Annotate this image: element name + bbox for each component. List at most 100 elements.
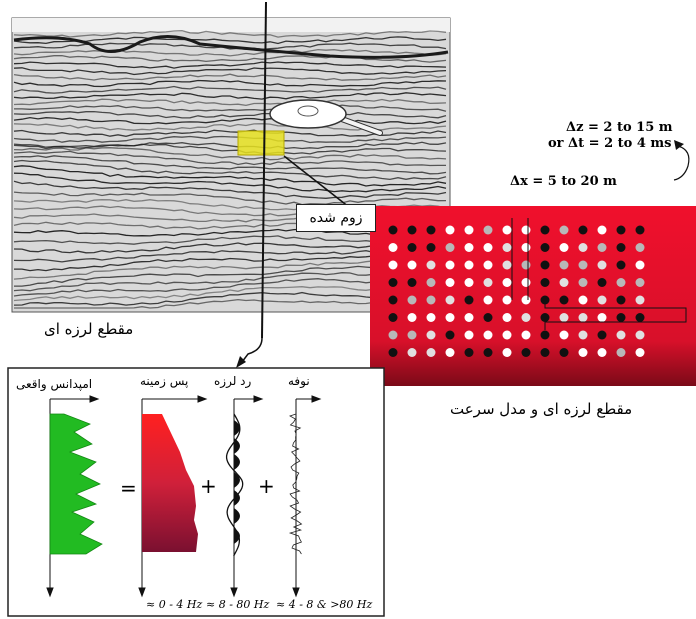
seismic-trace-lobe xyxy=(234,454,240,470)
velocity-model-dot xyxy=(502,348,512,357)
velocity-model-label: مقطع لرزه ای و مدل سرعت xyxy=(450,400,633,418)
velocity-model-dot xyxy=(597,295,607,305)
velocity-model-dot xyxy=(597,243,607,252)
velocity-model-dot xyxy=(464,260,474,270)
velocity-model-dot xyxy=(502,278,512,287)
seismic-trace-lobe xyxy=(234,490,240,506)
velocity-model-dot xyxy=(521,278,531,287)
velocity-model-dot xyxy=(464,348,474,357)
velocity-model-dot xyxy=(407,330,417,340)
velocity-model-dot xyxy=(464,313,474,322)
seismic-trace-lobes xyxy=(234,420,240,544)
seismic-trace-lobe xyxy=(234,528,240,544)
velocity-model-dot xyxy=(445,348,455,357)
velocity-model-dot xyxy=(445,260,455,270)
velocity-model-dot xyxy=(388,225,398,235)
velocity-model-dot xyxy=(483,348,493,357)
magnifier-icon xyxy=(269,99,383,136)
noise-frequency: ≈ 4 - 8 & >80 Hz xyxy=(276,598,373,611)
velocity-model-dot xyxy=(407,260,417,270)
seismic-trace-lobe xyxy=(234,472,240,488)
dx-parameter: Δx = 5 to 20 m xyxy=(510,174,617,189)
velocity-model-dot xyxy=(578,243,588,252)
velocity-model-dot xyxy=(464,243,474,252)
velocity-model-dot xyxy=(540,260,550,270)
velocity-model-dot xyxy=(597,260,607,270)
velocity-model-dot xyxy=(578,295,588,305)
velocity-model-dot xyxy=(635,330,645,340)
velocity-model-dot xyxy=(521,330,531,340)
velocity-model-dot xyxy=(464,330,474,340)
zoom-region-highlight xyxy=(237,130,285,156)
zoom-label: زوم شده xyxy=(296,204,376,232)
velocity-model-dot xyxy=(407,278,417,287)
velocity-model-dot xyxy=(426,260,436,270)
equals-sign: = xyxy=(120,476,137,500)
velocity-model-dot xyxy=(502,330,512,340)
dz-curved-arrow xyxy=(673,145,690,181)
velocity-model-dot xyxy=(559,330,569,340)
velocity-model-dot xyxy=(502,260,512,270)
impedance-label: امپدانس واقعی xyxy=(16,377,93,391)
velocity-model-dot xyxy=(407,348,417,357)
velocity-model-dot xyxy=(578,278,588,287)
velocity-model-dot xyxy=(559,243,569,252)
velocity-model-dot xyxy=(388,278,398,287)
velocity-model-dot xyxy=(635,278,645,287)
velocity-model-dot xyxy=(635,225,645,235)
velocity-model-dot xyxy=(597,225,607,235)
velocity-model-dot xyxy=(540,243,550,252)
background-label: پس زمینه xyxy=(140,374,189,388)
velocity-model-dot xyxy=(616,225,626,235)
velocity-model-dot xyxy=(559,225,569,235)
background-frequency: ≈ 0 - 4 Hz xyxy=(146,598,203,611)
velocity-model-dot xyxy=(445,295,455,305)
velocity-model-dot xyxy=(445,225,455,235)
velocity-model-dot xyxy=(616,330,626,340)
velocity-model-dot xyxy=(635,295,645,305)
velocity-model-dot xyxy=(407,225,417,235)
velocity-model-dot xyxy=(616,278,626,287)
velocity-model-dot xyxy=(559,313,569,322)
seismic-trace-label: رد لرزه xyxy=(214,374,252,388)
velocity-model-dot xyxy=(426,330,436,340)
noise-label: نوفه xyxy=(288,374,310,388)
velocity-model-dot xyxy=(521,243,531,252)
velocity-model-dot xyxy=(578,313,588,322)
velocity-model-dot xyxy=(616,313,626,322)
velocity-model-dot xyxy=(407,313,417,322)
velocity-model-dot xyxy=(426,225,436,235)
impedance-trace xyxy=(49,413,103,555)
velocity-model-dot xyxy=(521,295,531,305)
velocity-model-dot xyxy=(426,243,436,252)
velocity-model-dot xyxy=(388,295,398,305)
velocity-model-dot xyxy=(483,260,493,270)
velocity-model-dot xyxy=(540,330,550,340)
velocity-model-dot xyxy=(540,348,550,357)
velocity-model-dot xyxy=(464,225,474,235)
seismic-trace-lobe xyxy=(234,420,240,436)
seismic-section-label: مقطع لرزه ای xyxy=(44,320,134,338)
velocity-model-dot xyxy=(597,278,607,287)
velocity-model-dot xyxy=(616,243,626,252)
velocity-model-dot xyxy=(559,260,569,270)
velocity-model-dot xyxy=(578,225,588,235)
velocity-model-dot xyxy=(521,260,531,270)
velocity-model-dot xyxy=(407,295,417,305)
velocity-model-dot xyxy=(388,260,398,270)
velocity-model-dot xyxy=(597,348,607,357)
background-trace xyxy=(142,414,198,552)
velocity-model-dot xyxy=(426,295,436,305)
velocity-model-dot xyxy=(578,348,588,357)
plus-sign-2: + xyxy=(258,474,275,498)
velocity-model-panel xyxy=(370,206,696,386)
velocity-model-dot xyxy=(635,348,645,357)
velocity-model-dot xyxy=(483,295,493,305)
velocity-model-dot xyxy=(407,243,417,252)
velocity-model-dot xyxy=(445,330,455,340)
velocity-model-dot xyxy=(521,348,531,357)
velocity-model-dot xyxy=(578,260,588,270)
dt-parameter: or Δt = 2 to 4 ms xyxy=(548,136,672,151)
velocity-model-dot xyxy=(483,313,493,322)
